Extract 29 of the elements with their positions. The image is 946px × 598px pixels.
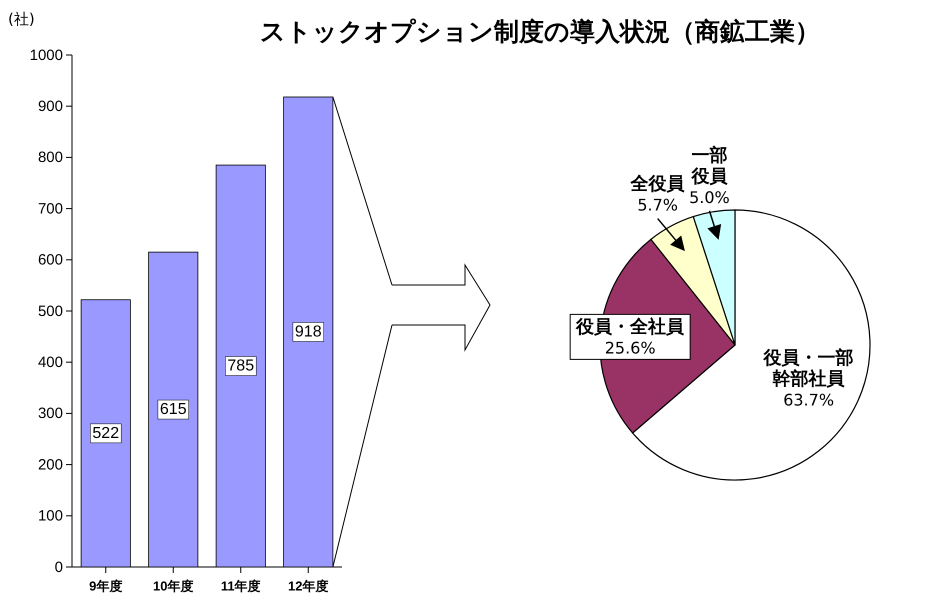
- data-label: 785: [227, 358, 254, 375]
- text: ストックオプション制度の導入状況（商鉱工業）: [260, 17, 820, 46]
- slice-label: 役員・全社員: [575, 316, 686, 338]
- y-tick-label: 1000: [30, 46, 63, 64]
- data-label: 615: [160, 401, 187, 418]
- y-tick-label: 400: [38, 354, 63, 371]
- x-tick-label: 12年度: [288, 578, 328, 594]
- y-tick-label: 700: [38, 200, 63, 218]
- data-label: 63.7%: [783, 390, 834, 410]
- y-axis-title: (社): [8, 10, 35, 28]
- y-tick-label: 100: [38, 508, 63, 525]
- data-label: 918: [294, 323, 322, 340]
- x-tick-label: 11年度: [220, 578, 261, 594]
- data-label: 5.0%: [689, 188, 730, 207]
- y-tick-label: 300: [38, 405, 63, 422]
- y-tick-label: 500: [38, 302, 63, 320]
- data-label: 522: [92, 424, 120, 442]
- x-tick-label: 10年度: [153, 578, 194, 594]
- x-tick-label: 9年度: [89, 578, 122, 594]
- data-label: 25.6%: [604, 338, 656, 358]
- y-tick-label: 800: [38, 149, 63, 166]
- y-tick-label: 600: [38, 252, 63, 269]
- slice-label: 役員・一部幹部社員: [762, 347, 854, 390]
- slice-label: 全役員: [630, 174, 686, 195]
- data-label: 5.7%: [637, 196, 678, 215]
- slice-label: 一部役員: [690, 144, 728, 187]
- y-tick-label: 900: [38, 98, 63, 115]
- y-tick-label: 0: [54, 558, 63, 576]
- y-tick-label: 200: [38, 456, 63, 474]
